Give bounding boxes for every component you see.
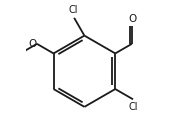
- Text: O: O: [28, 39, 36, 48]
- Text: Cl: Cl: [129, 102, 139, 112]
- Text: Cl: Cl: [69, 5, 78, 15]
- Text: O: O: [128, 14, 137, 24]
